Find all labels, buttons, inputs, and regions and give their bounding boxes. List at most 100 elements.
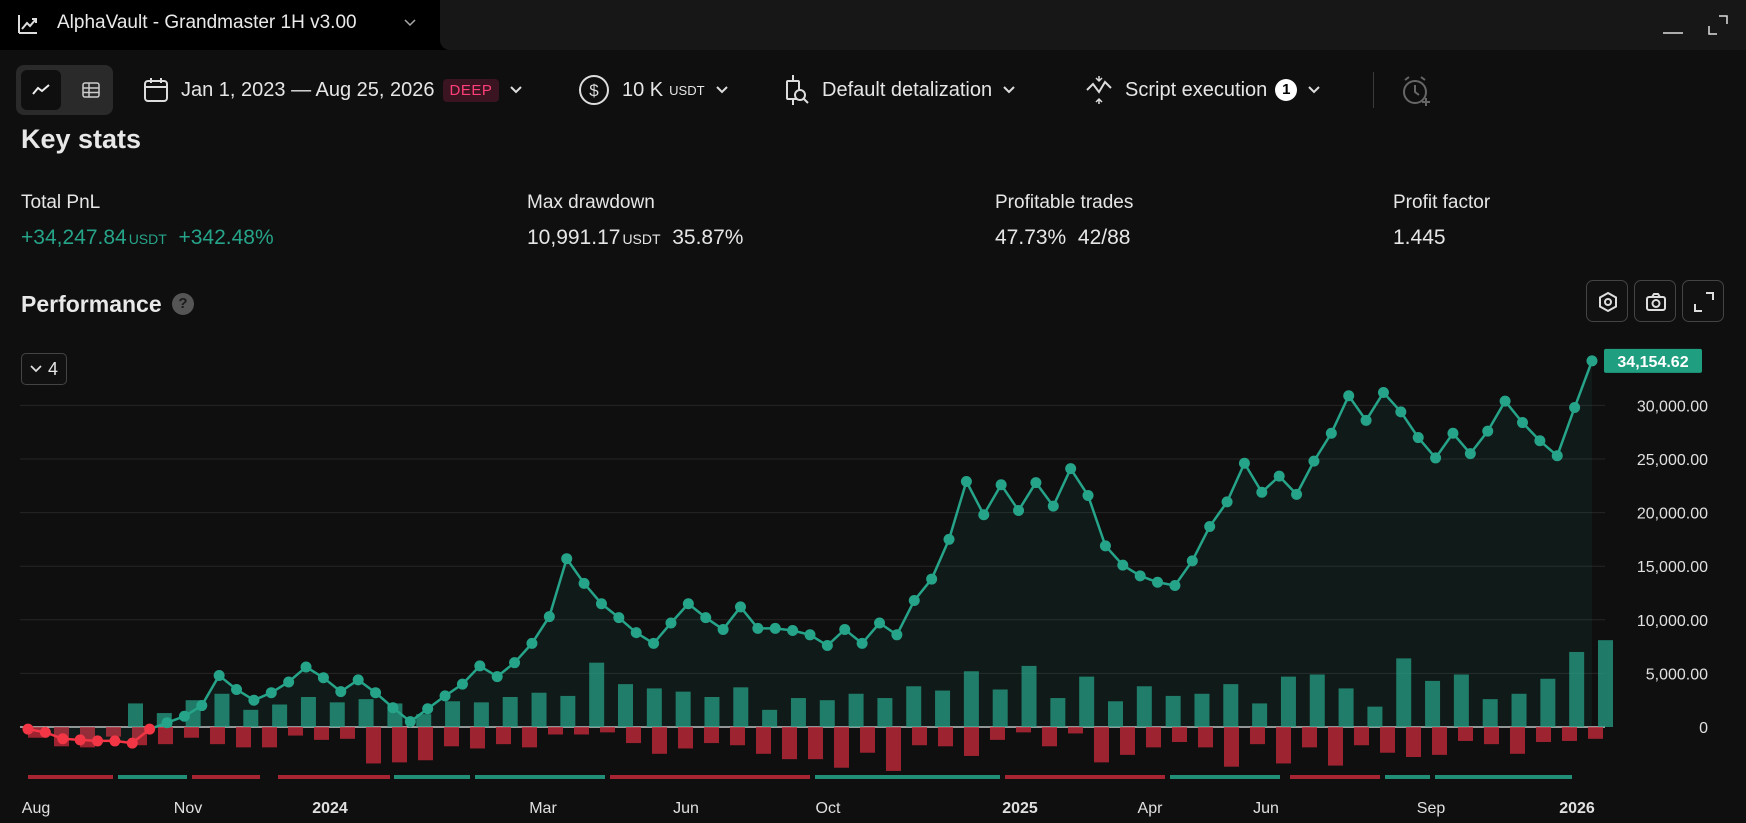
fullscreen-button[interactable] — [1682, 280, 1724, 322]
equity-area — [28, 360, 1592, 744]
help-icon[interactable]: ? — [172, 293, 194, 315]
x-tick-label: 2025 — [1002, 800, 1038, 817]
gain-bar — [877, 698, 893, 727]
equity-segment — [1295, 460, 1316, 495]
loss-bar — [782, 727, 797, 760]
equity-point — [1221, 496, 1233, 508]
gain-bar — [646, 688, 662, 727]
equity-point — [1499, 395, 1511, 407]
profitable-trades-ratio: 42/88 — [1077, 226, 1131, 249]
loss-bar — [1042, 727, 1057, 747]
detalization-selector[interactable]: Default detalization — [784, 72, 1016, 108]
equity-point — [456, 678, 468, 690]
loss-bar — [1198, 727, 1213, 748]
maximize-icon[interactable] — [1706, 13, 1730, 37]
loss-bar — [1328, 727, 1343, 766]
gain-bar — [445, 701, 461, 727]
equity-point — [439, 690, 451, 702]
table-view-icon[interactable] — [81, 80, 101, 100]
gain-bar — [589, 662, 605, 727]
loss-bar — [1276, 727, 1291, 764]
equity-segment — [895, 599, 916, 636]
minimize-icon[interactable] — [1661, 13, 1685, 37]
equity-point — [1117, 559, 1129, 571]
toolbar — [0, 50, 1746, 126]
gain-bar — [1050, 698, 1066, 727]
equity-point — [1134, 570, 1146, 582]
gain-bar — [675, 691, 691, 727]
equity-point — [1256, 486, 1268, 498]
equity-point — [144, 723, 156, 735]
equity-point — [74, 734, 86, 746]
gain-bar — [963, 671, 979, 727]
date-range-label: Jan 1, 2023 — Aug 25, 2026 — [181, 78, 435, 101]
script-count-badge: 1 — [1275, 79, 1298, 101]
screenshot-button[interactable] — [1634, 280, 1676, 322]
performance-title: Performance — [21, 291, 162, 317]
equity-point — [839, 623, 851, 635]
equity-segment — [1086, 495, 1107, 547]
trade-strip-segment — [815, 775, 1000, 779]
key-stats-title: Key stats — [21, 124, 142, 154]
max-drawdown-percent: 35.87% — [672, 226, 744, 249]
window-title[interactable]: AlphaVault - Grandmaster 1H v3.00 — [57, 12, 357, 33]
gain-bar — [560, 695, 576, 727]
equity-point — [665, 617, 677, 629]
last-value-badge — [1604, 348, 1702, 373]
capital-selector[interactable]: $ 10 K USDT — [578, 72, 729, 108]
gain-bar — [358, 699, 374, 727]
trade-strip-segment — [192, 775, 260, 779]
gain-bar — [733, 687, 749, 727]
loss-bar — [288, 727, 303, 736]
view-toggle[interactable] — [16, 65, 113, 115]
equity-segment — [1556, 407, 1576, 457]
equity-segment — [1052, 468, 1072, 507]
loss-bar — [938, 727, 953, 747]
date-range-selector[interactable]: Jan 1, 2023 — Aug 25, 2026 DEEP — [143, 72, 523, 108]
equity-point — [648, 637, 660, 649]
gain-bar — [1453, 674, 1469, 727]
gain-bar — [531, 692, 547, 727]
line-chart-icon[interactable] — [31, 80, 51, 100]
script-execution-selector[interactable]: Script execution 1 — [1085, 72, 1321, 108]
equity-segment — [947, 481, 968, 540]
gain-bar — [1165, 695, 1181, 727]
equity-point — [926, 573, 938, 585]
equity-point — [1360, 414, 1372, 426]
gain-bar — [762, 709, 778, 727]
equity-point — [943, 533, 955, 545]
trade-strip-segment — [1290, 775, 1380, 779]
equity-point — [422, 703, 434, 715]
equity-point — [509, 657, 521, 669]
max-drawdown-amount: 10,991.17 — [527, 226, 621, 249]
loss-bar — [1302, 727, 1317, 748]
script-execution-label: Script execution — [1125, 78, 1268, 101]
equity-point — [1569, 402, 1581, 414]
series-toggle-button[interactable]: 4 — [21, 353, 67, 385]
equity-segment — [200, 674, 221, 707]
chart-settings-button[interactable] — [1586, 280, 1628, 322]
equity-point — [1551, 450, 1563, 462]
chevron-down-icon[interactable] — [403, 18, 417, 28]
equity-segment — [965, 480, 985, 516]
gain-bar — [992, 689, 1008, 727]
loss-bar — [1510, 727, 1525, 754]
add-alarm-icon[interactable] — [1400, 74, 1434, 108]
equity-segment — [548, 558, 568, 617]
equity-point — [1377, 387, 1389, 399]
gain-bar — [1136, 686, 1152, 727]
equity-point — [787, 625, 799, 637]
equity-point — [1343, 390, 1355, 402]
equity-segment — [1330, 395, 1350, 434]
equity-point — [335, 686, 347, 698]
performance-chart[interactable]: 30,000.00 25,000.00 20,000.00 15,000.00 10,0… — [0, 340, 1746, 823]
equity-point — [283, 676, 295, 688]
equity-point — [1152, 576, 1164, 588]
gain-bar — [819, 700, 835, 727]
loss-bar — [1536, 727, 1551, 743]
gain-bar — [1223, 684, 1239, 727]
loss-bar — [262, 727, 277, 748]
profitable-trades-percent: 47.73% — [995, 226, 1067, 249]
gain-bar — [272, 704, 288, 727]
gain-bar — [790, 698, 806, 727]
